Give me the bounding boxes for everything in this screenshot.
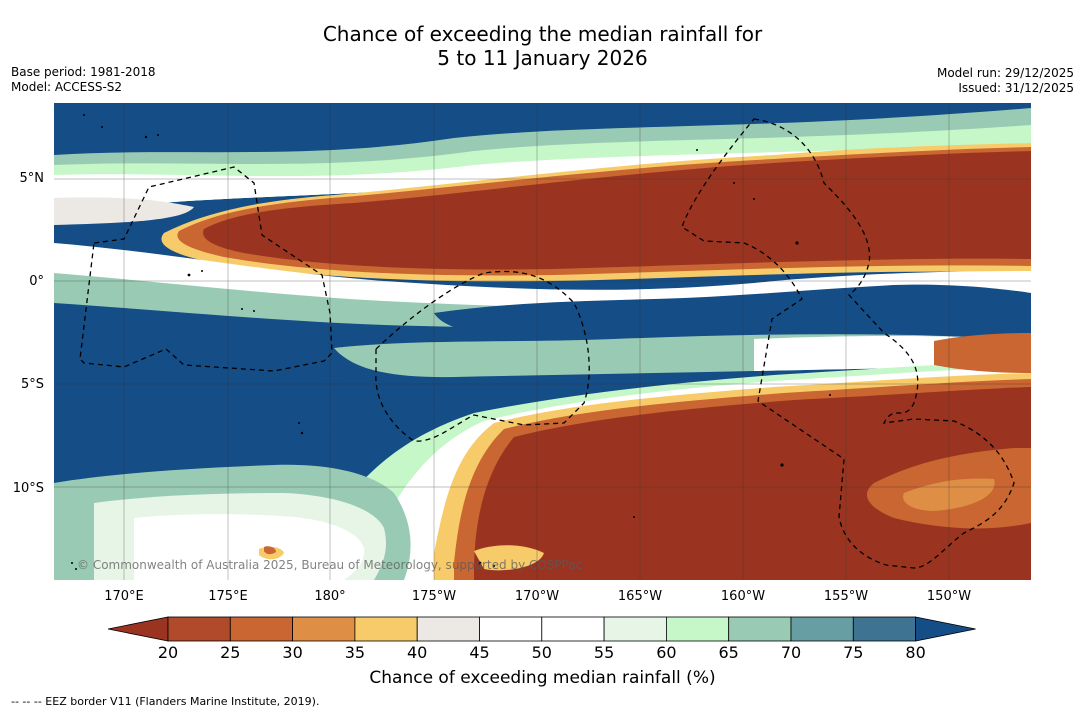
colorbar-tick-65: 65	[718, 643, 739, 662]
eez-phoenix	[375, 270, 590, 442]
model-run: Model run: 29/12/2025	[936, 66, 1074, 80]
colorbar-segment-55	[603, 616, 667, 642]
southwest-orange-spot-2	[264, 546, 276, 555]
colorbar-segment-40	[416, 616, 480, 642]
south-orange-blob	[474, 545, 544, 571]
colorbar-tick-25: 25	[220, 643, 241, 662]
colorbar-tick-70: 70	[780, 643, 802, 662]
lat-label-10s: 10°S	[12, 481, 44, 496]
base-period: Base period: 1981-2018	[11, 65, 156, 79]
colorbar-segment-45	[479, 616, 543, 642]
lon-label-175w: 175°W	[411, 589, 457, 604]
colorbar-segment-75	[852, 616, 916, 642]
colorbar	[108, 616, 976, 642]
eez-kiribati-gilbert	[79, 166, 333, 372]
southwest-white	[134, 514, 365, 580]
colorbar-extend-high	[915, 616, 976, 642]
rainfall-map	[54, 103, 1031, 580]
copyright-watermark: © Commonwealth of Australia 2025, Bureau…	[77, 558, 583, 572]
colorbar-tick-40: 40	[407, 643, 428, 662]
colorbar-segment-60	[666, 616, 730, 642]
south-dry-core	[474, 387, 1031, 580]
colorbar-tick-35: 35	[344, 643, 366, 662]
colorbar-tick-45: 45	[469, 643, 490, 662]
eez-footnote: -- -- -- EEZ border V11 (Flanders Marine…	[11, 695, 320, 708]
model-name: Model: ACCESS-S2	[11, 80, 123, 94]
colorbar-segment-30	[292, 616, 356, 642]
second-wet-band	[54, 303, 774, 463]
lon-label-170w: 170°W	[514, 589, 560, 604]
lat-label-5n: 5°N	[19, 171, 45, 186]
north-dry-core	[203, 151, 1031, 270]
issued-date: Issued: 31/12/2025	[958, 81, 1074, 95]
lon-label-150w: 150°W	[926, 589, 972, 604]
meta-left: Base period: 1981-2018 Model: ACCESS-S2	[11, 65, 156, 95]
equatorial-wet-core	[434, 284, 1031, 335]
colorbar-tick-30: 30	[282, 643, 303, 662]
colorbar-tick-55: 55	[593, 643, 615, 662]
colorbar-tick-50: 50	[531, 643, 552, 662]
colorbar-segment-50	[541, 616, 605, 642]
map-title-line2: 5 to 11 January 2026	[437, 46, 648, 70]
gridlines	[54, 103, 1031, 580]
lon-label-170e: 170°E	[104, 589, 144, 604]
colorbar-extend-low	[108, 616, 169, 642]
lon-label-180: 180°	[314, 589, 346, 604]
lat-label-5s: 5°S	[20, 377, 44, 392]
lon-label-155w: 155°W	[823, 589, 869, 604]
east-orange-band	[934, 333, 1031, 373]
colorbar-tick-75: 75	[843, 643, 864, 662]
eez-line-islands	[681, 118, 1015, 569]
meta-right: Model run: 29/12/2025 Issued: 31/12/2025	[937, 66, 1074, 96]
lon-label-175e: 175°E	[208, 589, 248, 604]
colorbar-segment-70	[790, 616, 854, 642]
colorbar-tick-80: 80	[905, 643, 926, 662]
lon-label-165w: 165°W	[617, 589, 663, 604]
colorbar-tick-60: 60	[656, 643, 677, 662]
colorbar-segment-20	[167, 616, 231, 642]
islands	[71, 114, 831, 570]
colorbar-segment-25	[229, 616, 294, 642]
lon-label-160w: 160°W	[720, 589, 766, 604]
eez-borders	[79, 118, 1015, 569]
map-title-line1: Chance of exceeding the median rainfall …	[322, 22, 763, 46]
colorbar-segment-65	[728, 616, 792, 642]
colorbar-tick-20: 20	[157, 643, 179, 662]
colorbar-label: Chance of exceeding median rainfall (%)	[369, 668, 716, 688]
lat-label-0: 0°	[29, 274, 44, 289]
colorbar-segment-35	[354, 616, 418, 642]
